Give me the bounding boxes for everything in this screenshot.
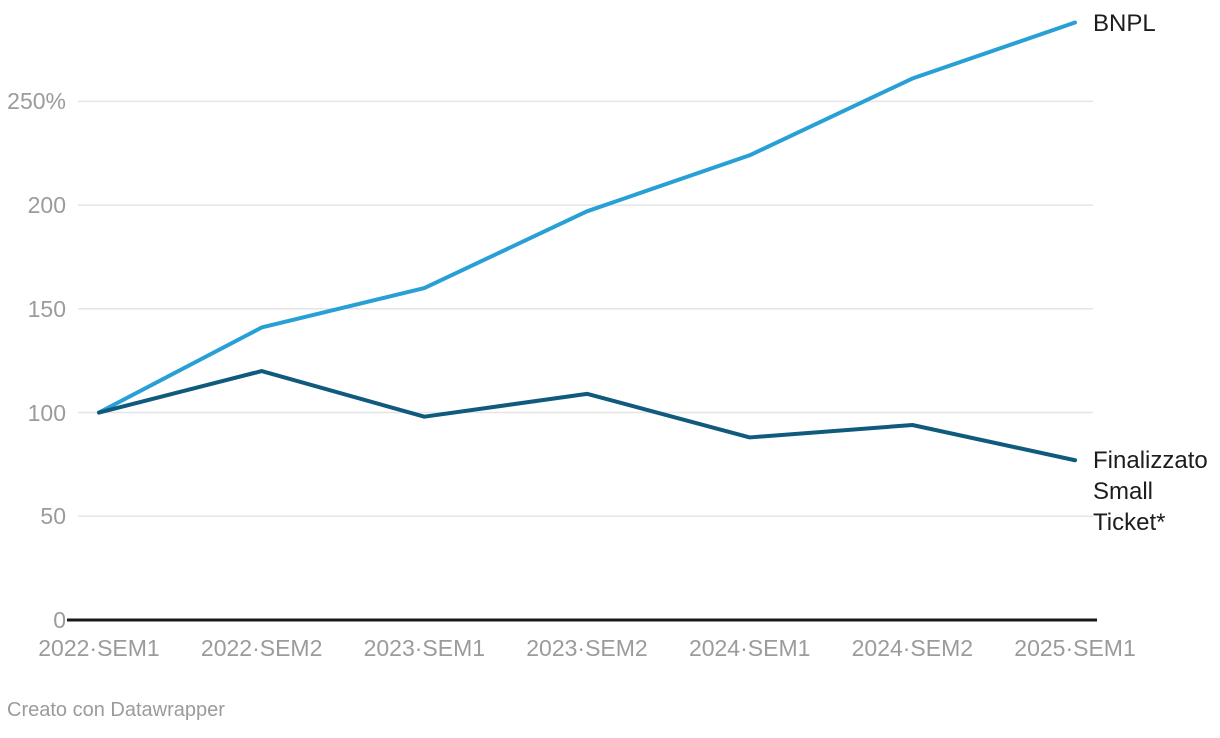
y-tick-label: 0 [53, 607, 66, 633]
y-tick-label: 200 [27, 192, 66, 219]
series-line-bnpl [97, 20, 1078, 415]
series-line-finalizzato-small-ticket [97, 369, 1078, 463]
y-tick-label: 250% [7, 88, 66, 115]
series-label-finalizzato-small-ticket: Finalizzato Small Ticket* [1093, 447, 1208, 537]
attribution-text: Creato con Datawrapper [7, 699, 225, 721]
x-tick-label: 2024·SEM2 [851, 635, 974, 661]
x-tick-label: 2025·SEM1 [1014, 635, 1136, 661]
series-label-bnpl: BNPL [1093, 9, 1156, 37]
y-tick-label: 150 [27, 295, 66, 322]
x-tick-label: 2022·SEM2 [200, 635, 323, 661]
y-tick-label: 100 [27, 399, 66, 426]
x-tick-label: 2023·SEM2 [526, 635, 648, 661]
y-tick-label: 50 [40, 503, 66, 530]
x-tick-label: 2023·SEM1 [363, 635, 486, 661]
x-tick-label: 2022·SEM1 [38, 635, 160, 661]
x-tick-label: 2024·SEM1 [688, 635, 811, 661]
